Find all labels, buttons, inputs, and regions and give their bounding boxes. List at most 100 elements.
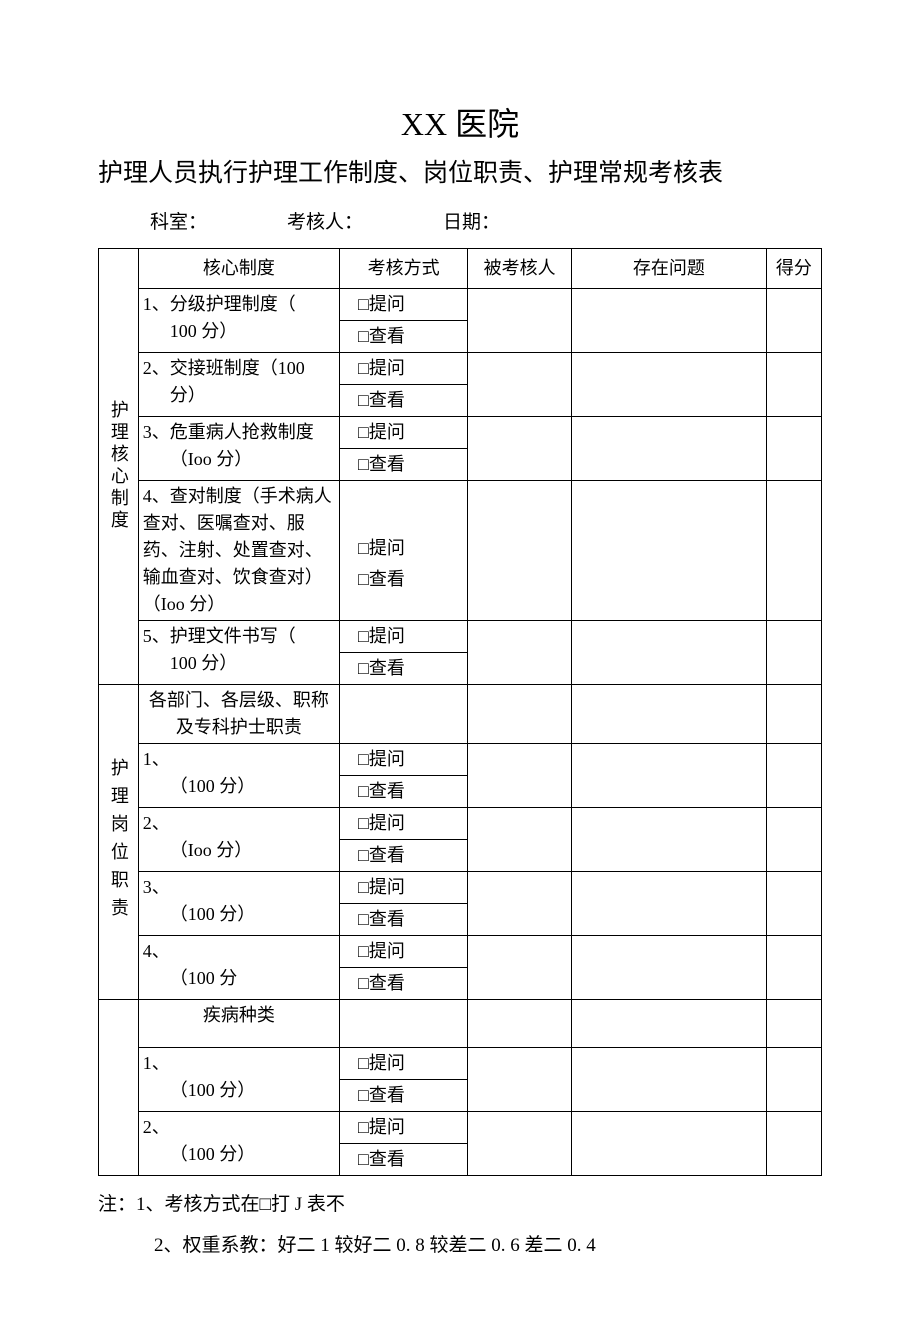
issue-cell [572, 807, 767, 871]
method-ask: □提问 [339, 935, 467, 967]
method-ask: □提问 [339, 288, 467, 320]
method-check: □查看 [339, 903, 467, 935]
meta-row: 科室： 考核人： 日期： [98, 209, 822, 238]
method-check: □查看 [339, 564, 467, 620]
section3-subheader: 疾病种类 [138, 999, 339, 1047]
score-cell [766, 935, 821, 999]
issue-cell [572, 480, 767, 620]
note-line1: 注：1、考核方式在□打 J 表不 [98, 1184, 822, 1226]
table-row: 2、交接班制度（100分） □提问 [99, 352, 822, 384]
person-cell [468, 684, 572, 743]
method-check: □查看 [339, 1143, 467, 1175]
core-item: 1、（100 分） [138, 1047, 339, 1111]
section2-subheader: 各部门、各层级、职称及专科护士职责 [138, 684, 339, 743]
score-cell [766, 480, 821, 620]
method-ask: □提问 [339, 1047, 467, 1079]
note-line2: 2、权重系教：好二 1 较好二 0. 8 较差二 0. 6 差二 0. 4 [98, 1225, 822, 1267]
person-cell [468, 1111, 572, 1175]
assessment-table: 护理核心制度 核心制度 考核方式 被考核人 存在问题 得分 1、分级护理制度（1… [98, 248, 822, 1176]
person-cell [468, 999, 572, 1047]
issue-cell [572, 352, 767, 416]
table-row: 3、危重病人抢救制度（Ioo 分） □提问 [99, 416, 822, 448]
person-cell [468, 935, 572, 999]
header-score: 得分 [766, 248, 821, 288]
core-item: 3、危重病人抢救制度（Ioo 分） [138, 416, 339, 480]
table-row: 3、（100 分） □提问 [99, 871, 822, 903]
table-row: 1、（100 分） □提问 [99, 1047, 822, 1079]
person-cell [468, 416, 572, 480]
score-cell [766, 352, 821, 416]
person-cell [468, 743, 572, 807]
score-cell [766, 1111, 821, 1175]
table-row: 2、（Ioo 分） □提问 [99, 807, 822, 839]
score-cell [766, 999, 821, 1047]
score-cell [766, 743, 821, 807]
table-row: 4、（100 分 □提问 [99, 935, 822, 967]
core-item: 3、（100 分） [138, 871, 339, 935]
header-core: 核心制度 [138, 248, 339, 288]
method-ask: □提问 [339, 743, 467, 775]
method-ask: □提问 [339, 1111, 467, 1143]
score-cell [766, 416, 821, 480]
core-item: 5、护理文件书写（100 分） [138, 620, 339, 684]
method-cell [339, 999, 467, 1047]
person-cell [468, 620, 572, 684]
issue-cell [572, 999, 767, 1047]
issue-cell [572, 416, 767, 480]
score-cell [766, 807, 821, 871]
issue-cell [572, 871, 767, 935]
score-cell [766, 684, 821, 743]
header-method: 考核方式 [339, 248, 467, 288]
page-title: XX 医院 [98, 100, 822, 148]
core-item: 2、交接班制度（100分） [138, 352, 339, 416]
issue-cell [572, 288, 767, 352]
method-cell [339, 684, 467, 743]
score-cell [766, 871, 821, 935]
method-check: □查看 [339, 839, 467, 871]
score-cell [766, 1047, 821, 1111]
person-cell [468, 871, 572, 935]
table-header-row: 护理核心制度 核心制度 考核方式 被考核人 存在问题 得分 [99, 248, 822, 288]
person-cell [468, 288, 572, 352]
notes-block: 注：1、考核方式在□打 J 表不 2、权重系教：好二 1 较好二 0. 8 较差… [98, 1184, 822, 1268]
method-check: □查看 [339, 448, 467, 480]
person-cell [468, 1047, 572, 1111]
score-cell [766, 620, 821, 684]
issue-cell [572, 743, 767, 807]
person-cell [468, 480, 572, 620]
section1-label: 护理核心制度 [99, 248, 139, 684]
score-cell [766, 288, 821, 352]
issue-cell [572, 620, 767, 684]
method-check: □查看 [339, 775, 467, 807]
date-label: 日期： [443, 209, 500, 238]
method-ask: □提问 [339, 416, 467, 448]
method-ask: □提问 [339, 352, 467, 384]
dept-label: 科室： [150, 209, 207, 238]
method-ask: □提问 [339, 480, 467, 564]
core-item: 1、分级护理制度（100 分） [138, 288, 339, 352]
assessor-label: 考核人： [287, 209, 363, 238]
person-cell [468, 352, 572, 416]
core-item: 2、（100 分） [138, 1111, 339, 1175]
method-check: □查看 [339, 652, 467, 684]
table-row: 5、护理文件书写（100 分） □提问 [99, 620, 822, 652]
core-item: 4、（100 分 [138, 935, 339, 999]
method-ask: □提问 [339, 871, 467, 903]
core-item: 2、（Ioo 分） [138, 807, 339, 871]
issue-cell [572, 1111, 767, 1175]
header-issue: 存在问题 [572, 248, 767, 288]
core-item: 1、（100 分） [138, 743, 339, 807]
issue-cell [572, 1047, 767, 1111]
method-check: □查看 [339, 320, 467, 352]
section3-label [99, 999, 139, 1175]
person-cell [468, 807, 572, 871]
header-person: 被考核人 [468, 248, 572, 288]
page-subtitle: 护理人员执行护理工作制度、岗位职责、护理常规考核表 [98, 156, 822, 191]
method-ask: □提问 [339, 807, 467, 839]
core-item: 4、查对制度（手术病人查对、医嘱查对、服药、注射、处置查对、输血查对、饮食查对）… [138, 480, 339, 620]
table-row: 2、（100 分） □提问 [99, 1111, 822, 1143]
table-row: 护理岗位职责 各部门、各层级、职称及专科护士职责 [99, 684, 822, 743]
table-row: 1、分级护理制度（100 分） □提问 [99, 288, 822, 320]
issue-cell [572, 935, 767, 999]
method-check: □查看 [339, 967, 467, 999]
